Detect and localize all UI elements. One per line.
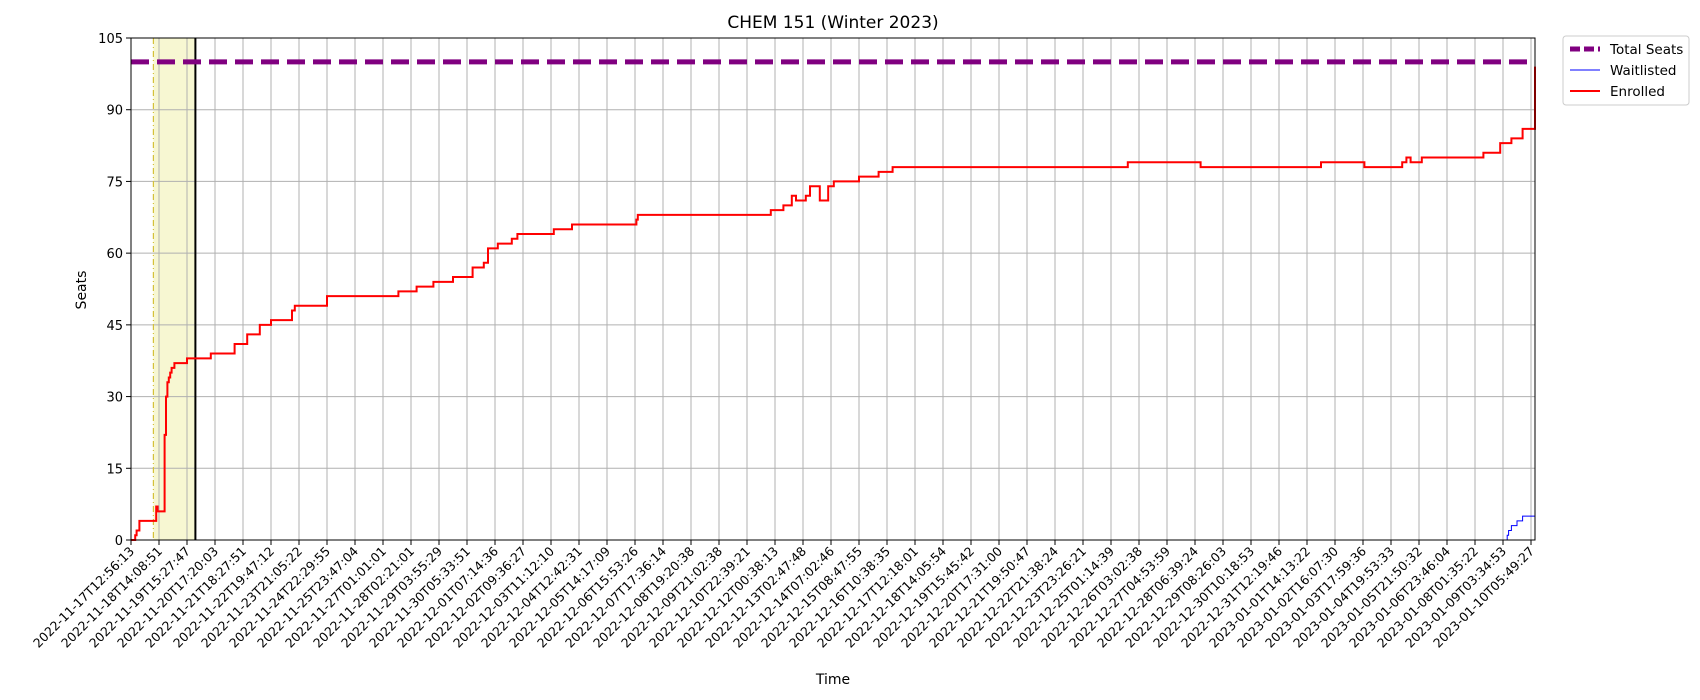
y-tick-label: 30	[106, 391, 123, 406]
y-axis-label: Seats	[74, 271, 90, 310]
x-axis-label: Time	[815, 672, 850, 688]
legend-label: Waitlisted	[1610, 63, 1677, 79]
y-tick-label: 15	[106, 462, 123, 477]
y-tick-label: 90	[106, 104, 123, 119]
y-tick-label: 60	[106, 247, 123, 262]
plot-frame	[130, 37, 1536, 541]
legend-label: Enrolled	[1610, 84, 1665, 100]
legend: Total Seats Waitlisted Enrolled	[1562, 35, 1690, 106]
legend-label: Total Seats	[1609, 42, 1683, 58]
chart-title: CHEM 151 (Winter 2023)	[727, 13, 938, 33]
series-line-enrolled	[131, 66, 1536, 541]
y-tick-label: 105	[98, 32, 123, 47]
y-tick-label: 0	[115, 534, 123, 549]
y-tick-label: 75	[106, 175, 123, 190]
y-tick-label: 45	[106, 319, 123, 334]
highlight-span	[153, 38, 196, 540]
legend-box	[1562, 35, 1690, 106]
